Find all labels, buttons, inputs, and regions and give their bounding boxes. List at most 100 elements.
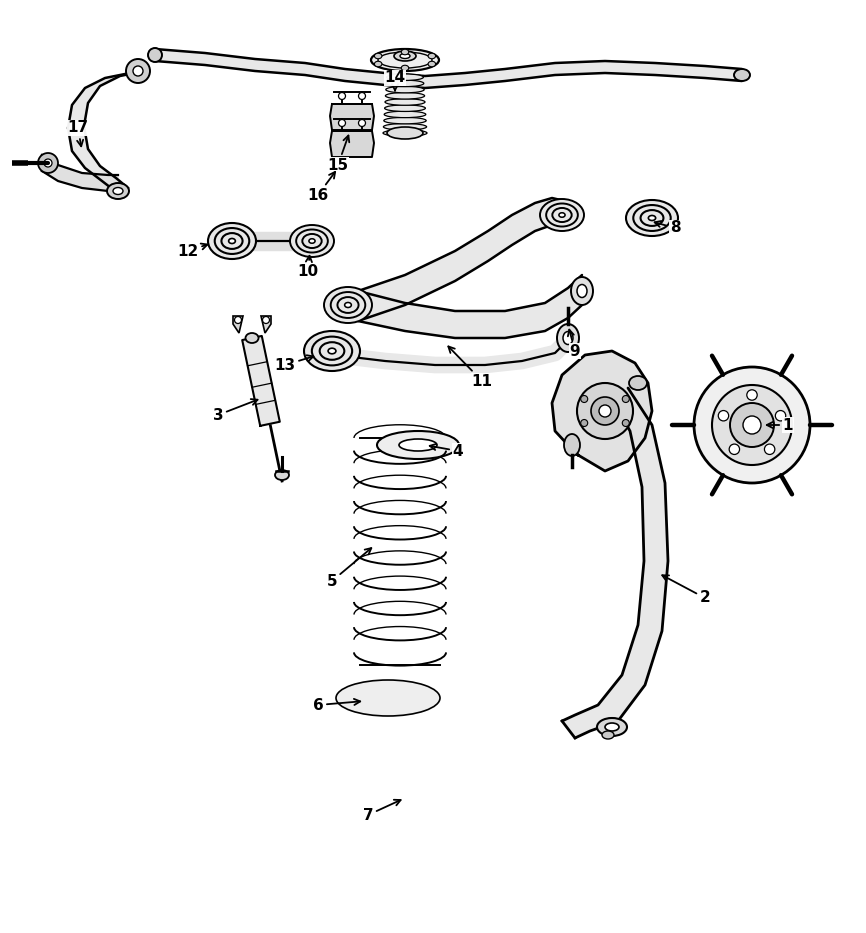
Ellipse shape (734, 69, 750, 81)
Circle shape (623, 420, 630, 426)
Ellipse shape (605, 723, 619, 731)
Ellipse shape (385, 99, 425, 105)
Circle shape (44, 159, 52, 167)
Ellipse shape (304, 331, 360, 371)
Circle shape (235, 316, 242, 324)
Polygon shape (562, 388, 668, 738)
Ellipse shape (385, 104, 425, 111)
Ellipse shape (385, 87, 424, 93)
Text: 8: 8 (655, 220, 681, 235)
Ellipse shape (602, 731, 614, 739)
Text: 12: 12 (178, 244, 208, 258)
Circle shape (581, 396, 588, 402)
Ellipse shape (148, 48, 162, 62)
Ellipse shape (324, 287, 372, 323)
Ellipse shape (377, 431, 459, 459)
Text: 7: 7 (363, 800, 401, 823)
Ellipse shape (371, 49, 439, 71)
Ellipse shape (387, 127, 423, 139)
Text: 16: 16 (307, 172, 335, 202)
Text: 3: 3 (213, 399, 257, 423)
Polygon shape (155, 49, 742, 88)
Ellipse shape (385, 111, 426, 118)
Ellipse shape (275, 470, 289, 480)
Text: 11: 11 (449, 346, 493, 388)
Circle shape (591, 397, 619, 425)
Ellipse shape (245, 333, 258, 343)
Circle shape (133, 66, 143, 76)
Ellipse shape (309, 239, 315, 244)
Ellipse shape (384, 123, 427, 130)
Circle shape (718, 411, 728, 421)
Ellipse shape (401, 49, 409, 55)
Text: 5: 5 (326, 548, 372, 589)
Ellipse shape (336, 680, 440, 716)
Polygon shape (42, 155, 118, 191)
Polygon shape (358, 198, 565, 321)
Circle shape (743, 416, 761, 434)
Ellipse shape (383, 130, 427, 136)
Polygon shape (242, 336, 280, 425)
Ellipse shape (564, 434, 580, 456)
Circle shape (729, 444, 740, 454)
Circle shape (730, 403, 774, 447)
Ellipse shape (401, 65, 409, 71)
Ellipse shape (345, 302, 352, 308)
Text: 6: 6 (313, 698, 360, 713)
Ellipse shape (328, 348, 336, 354)
Circle shape (262, 316, 269, 324)
Circle shape (339, 119, 346, 127)
Text: 10: 10 (297, 256, 319, 278)
Ellipse shape (107, 183, 129, 199)
Circle shape (746, 390, 757, 400)
Ellipse shape (571, 277, 593, 305)
Circle shape (712, 385, 792, 465)
Text: 4: 4 (430, 443, 463, 458)
Circle shape (599, 405, 611, 417)
Ellipse shape (563, 331, 573, 344)
Ellipse shape (399, 439, 437, 451)
Ellipse shape (559, 213, 565, 217)
Ellipse shape (428, 53, 436, 59)
Ellipse shape (384, 118, 426, 124)
Ellipse shape (557, 324, 579, 352)
Circle shape (359, 119, 365, 127)
Ellipse shape (597, 718, 627, 736)
Ellipse shape (428, 62, 436, 67)
Polygon shape (358, 275, 582, 338)
Text: 2: 2 (662, 576, 710, 606)
Ellipse shape (385, 92, 424, 99)
Text: 17: 17 (68, 120, 88, 146)
Polygon shape (330, 104, 374, 130)
Ellipse shape (208, 223, 256, 259)
Ellipse shape (374, 53, 382, 59)
Circle shape (775, 411, 785, 421)
Ellipse shape (626, 200, 678, 236)
Circle shape (765, 444, 775, 454)
Ellipse shape (386, 74, 423, 80)
Circle shape (623, 396, 630, 402)
Polygon shape (552, 351, 652, 471)
Ellipse shape (649, 216, 656, 220)
Text: 1: 1 (766, 417, 793, 433)
Ellipse shape (394, 51, 416, 61)
Circle shape (694, 367, 810, 483)
Ellipse shape (374, 62, 382, 67)
Text: 15: 15 (327, 135, 349, 173)
Text: 13: 13 (275, 355, 313, 372)
Ellipse shape (629, 376, 647, 390)
Polygon shape (68, 71, 145, 191)
Ellipse shape (540, 199, 584, 231)
Circle shape (359, 92, 365, 100)
Polygon shape (233, 316, 243, 333)
Circle shape (38, 153, 58, 173)
Ellipse shape (113, 188, 123, 194)
Ellipse shape (290, 225, 334, 257)
Text: 14: 14 (385, 71, 405, 91)
Circle shape (577, 383, 633, 439)
Ellipse shape (400, 53, 410, 59)
Ellipse shape (229, 239, 236, 244)
Circle shape (339, 92, 346, 100)
Ellipse shape (577, 285, 587, 298)
Ellipse shape (386, 80, 423, 87)
